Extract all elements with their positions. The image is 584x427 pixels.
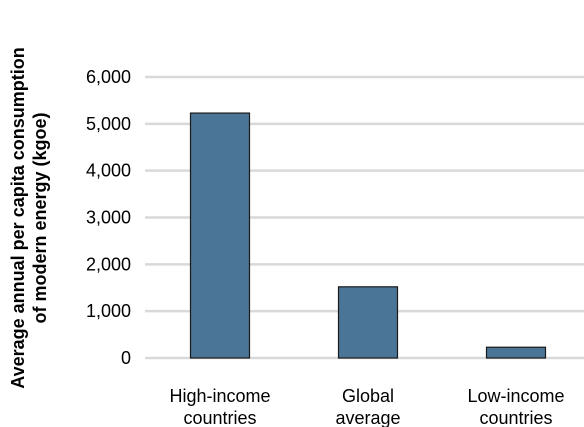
- y-tick-label: 5,000: [86, 114, 131, 134]
- y-axis-ticks: 0 1,000 2,000 3,000 4,000 5,000 6,000: [86, 67, 131, 368]
- y-tick-label: 3,000: [86, 208, 131, 228]
- bar-1: [189, 112, 251, 359]
- x-category-label: Low-income countries: [467, 386, 564, 427]
- bar-2: [337, 286, 399, 359]
- bars: [189, 112, 547, 359]
- y-tick-label: 6,000: [86, 67, 131, 87]
- x-category-label: High-income countries: [169, 386, 270, 427]
- y-axis-title: Average annual per capita consumption of …: [8, 47, 50, 388]
- y-tick-label: 0: [121, 348, 131, 368]
- y-tick-label: 1,000: [86, 301, 131, 321]
- bar-3: [485, 346, 547, 359]
- y-tick-label: 2,000: [86, 254, 131, 274]
- y-tick-label: 4,000: [86, 161, 131, 181]
- x-category-label: Global average: [335, 386, 400, 427]
- x-axis-categories: High-income countries Global average Low-inc…: [169, 386, 564, 427]
